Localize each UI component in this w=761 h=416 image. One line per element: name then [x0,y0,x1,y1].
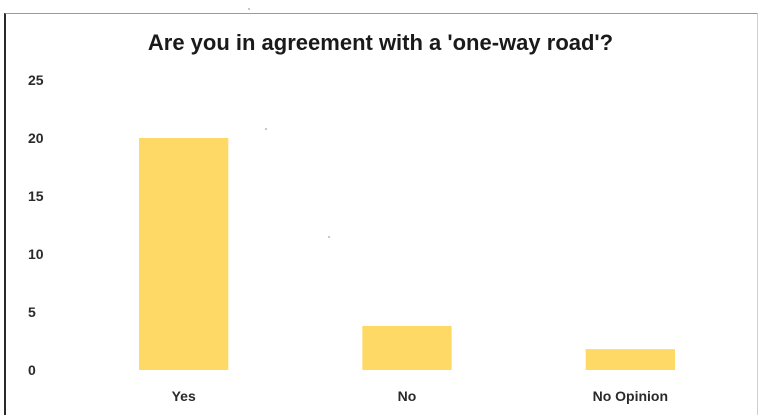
bar-yes [139,138,229,370]
x-axis: Yes No No Opinion [172,388,668,404]
bar-no-opinion [585,349,675,370]
y-tick-label: 20 [28,130,44,146]
x-tick-label: No [398,388,417,404]
y-tick-label: 15 [28,188,44,204]
chart-frame [4,13,758,415]
y-tick-label: 5 [28,304,36,320]
scan-speck [328,236,330,238]
bar-no [362,325,452,370]
y-tick-label: 25 [28,72,44,88]
y-axis: 0 5 10 15 20 25 [28,72,44,378]
chart-title: Are you in agreement with a 'one-way roa… [147,30,614,55]
x-tick-label: No Opinion [593,388,668,404]
bars [139,138,675,370]
y-tick-label: 10 [28,246,44,262]
x-tick-label: Yes [172,388,196,404]
scan-speck [248,8,250,10]
scan-speck [265,128,267,130]
y-tick-label: 0 [28,362,36,378]
